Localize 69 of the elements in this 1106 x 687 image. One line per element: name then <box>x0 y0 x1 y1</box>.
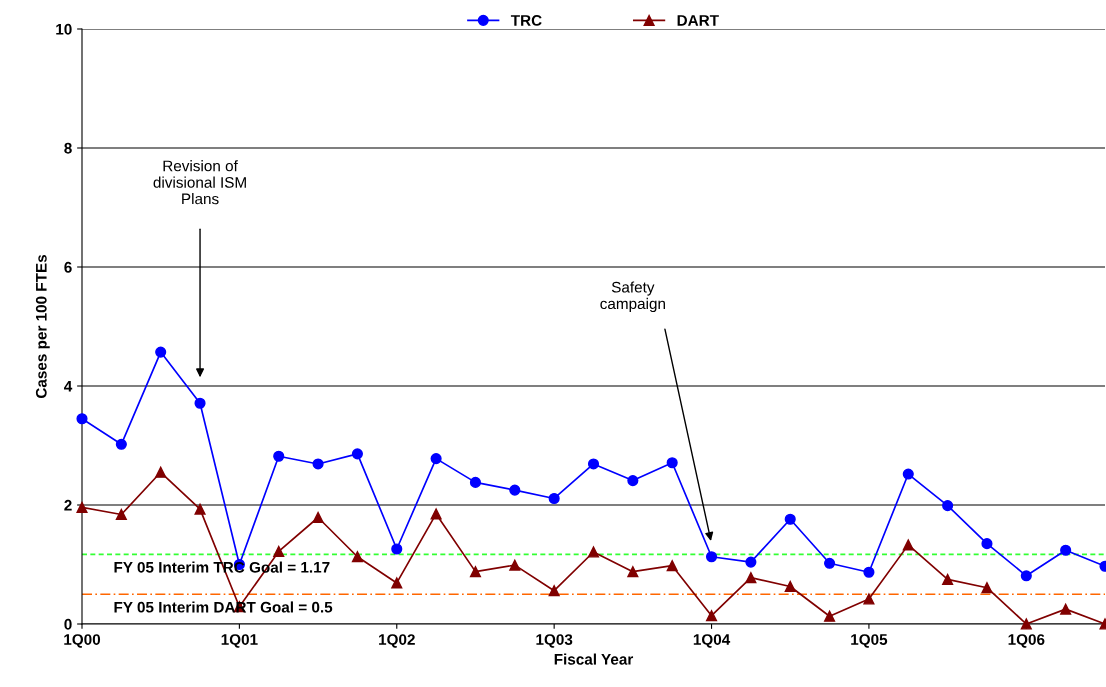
point <box>824 557 836 569</box>
point <box>155 346 167 358</box>
x-axis-title: Fiscal Year <box>554 653 634 665</box>
point <box>784 580 796 593</box>
annotation: Safety campaign <box>600 281 665 313</box>
point <box>863 566 875 578</box>
point <box>194 503 206 515</box>
y-tick-label: 2 <box>64 499 72 511</box>
point <box>469 566 482 578</box>
point <box>942 573 954 585</box>
point <box>902 539 914 551</box>
point <box>312 458 324 470</box>
y-tick-label: 8 <box>64 142 72 154</box>
point <box>115 508 127 521</box>
x-tick-label: 1Q02 <box>379 634 415 648</box>
y-tick-label: 4 <box>64 381 73 392</box>
point <box>312 511 324 524</box>
point <box>705 551 718 563</box>
point <box>155 466 167 478</box>
y-tick-label: 0 <box>64 618 72 630</box>
point <box>391 543 403 555</box>
point <box>194 397 206 409</box>
legend-label: TRC <box>510 15 542 26</box>
point <box>273 545 285 557</box>
point <box>351 551 363 563</box>
x-tick-label: 1Q04 <box>693 634 731 648</box>
point <box>981 582 993 594</box>
point <box>1060 603 1072 615</box>
point <box>863 593 875 605</box>
point <box>587 458 600 470</box>
point <box>115 438 127 450</box>
point <box>548 492 560 505</box>
point <box>627 566 639 578</box>
point <box>745 572 757 584</box>
point <box>1020 570 1032 582</box>
annotation: Revision of divisional ISM Plans <box>153 160 246 205</box>
point <box>1020 618 1032 630</box>
point <box>469 476 482 488</box>
point <box>705 610 718 622</box>
point <box>509 484 521 496</box>
point <box>902 468 914 480</box>
y-tick-label: 6 <box>64 261 72 273</box>
x-tick-label: 1Q01 <box>221 634 258 648</box>
point <box>76 413 88 425</box>
x-tick-label: 1Q06 <box>1008 634 1045 648</box>
point <box>942 500 954 512</box>
point <box>509 559 521 571</box>
point <box>391 577 403 589</box>
point <box>351 448 363 460</box>
point <box>76 501 88 513</box>
x-tick-label: 1Q03 <box>536 634 573 648</box>
point <box>666 457 678 469</box>
point <box>981 538 993 550</box>
x-tick-label: 1Q00 <box>64 634 101 648</box>
point <box>627 475 639 487</box>
point <box>273 450 285 462</box>
point <box>784 513 796 525</box>
point <box>548 585 560 597</box>
point <box>430 453 442 465</box>
point <box>587 546 600 558</box>
point <box>745 556 757 568</box>
point <box>1060 544 1072 556</box>
point <box>824 610 836 622</box>
y-axis-title: Cases per 100 FTEs <box>35 254 50 399</box>
x-tick-label: 1Q05 <box>851 634 888 648</box>
point <box>430 508 442 520</box>
legend-label: DART <box>677 15 719 26</box>
point <box>666 560 678 572</box>
y-tick-label: 10 <box>56 23 72 35</box>
